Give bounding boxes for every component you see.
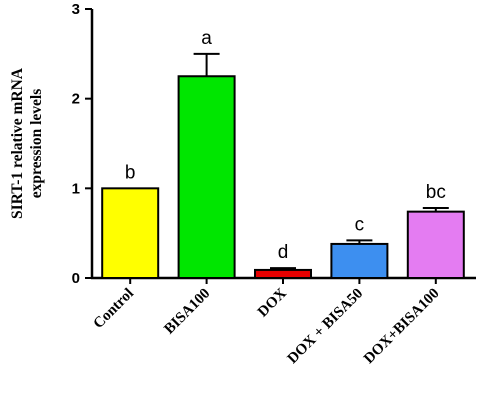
significance-label: c [355,214,365,235]
significance-label: bc [426,182,446,203]
significance-label: b [125,162,136,183]
bar [406,210,465,279]
y-tick-label: 2 [72,91,80,108]
bar [254,268,312,279]
x-tick-label: DOX+BISA100 [361,286,443,368]
x-tick-label: DOX + BISA50 [285,286,367,368]
y-axis-label: SIRT-1 relative mRNA expression levels [9,67,45,219]
x-tick-label: DOX [255,285,290,320]
y-tick-label: 3 [72,1,80,18]
y-axis-label-line: expression levels [28,89,45,199]
bar [330,242,389,279]
bars: b a d c bc [101,28,465,279]
bar [177,75,236,279]
y-tick-label: 1 [72,180,80,197]
y-axis-label-line: SIRT-1 relative mRNA [9,67,26,219]
significance-label: a [201,28,212,49]
significance-label: d [278,242,289,263]
y-tick-label: 0 [72,270,80,287]
x-tick-label: BISA100 [161,286,213,338]
x-tick-label: Control [91,286,137,332]
bar [101,187,160,279]
